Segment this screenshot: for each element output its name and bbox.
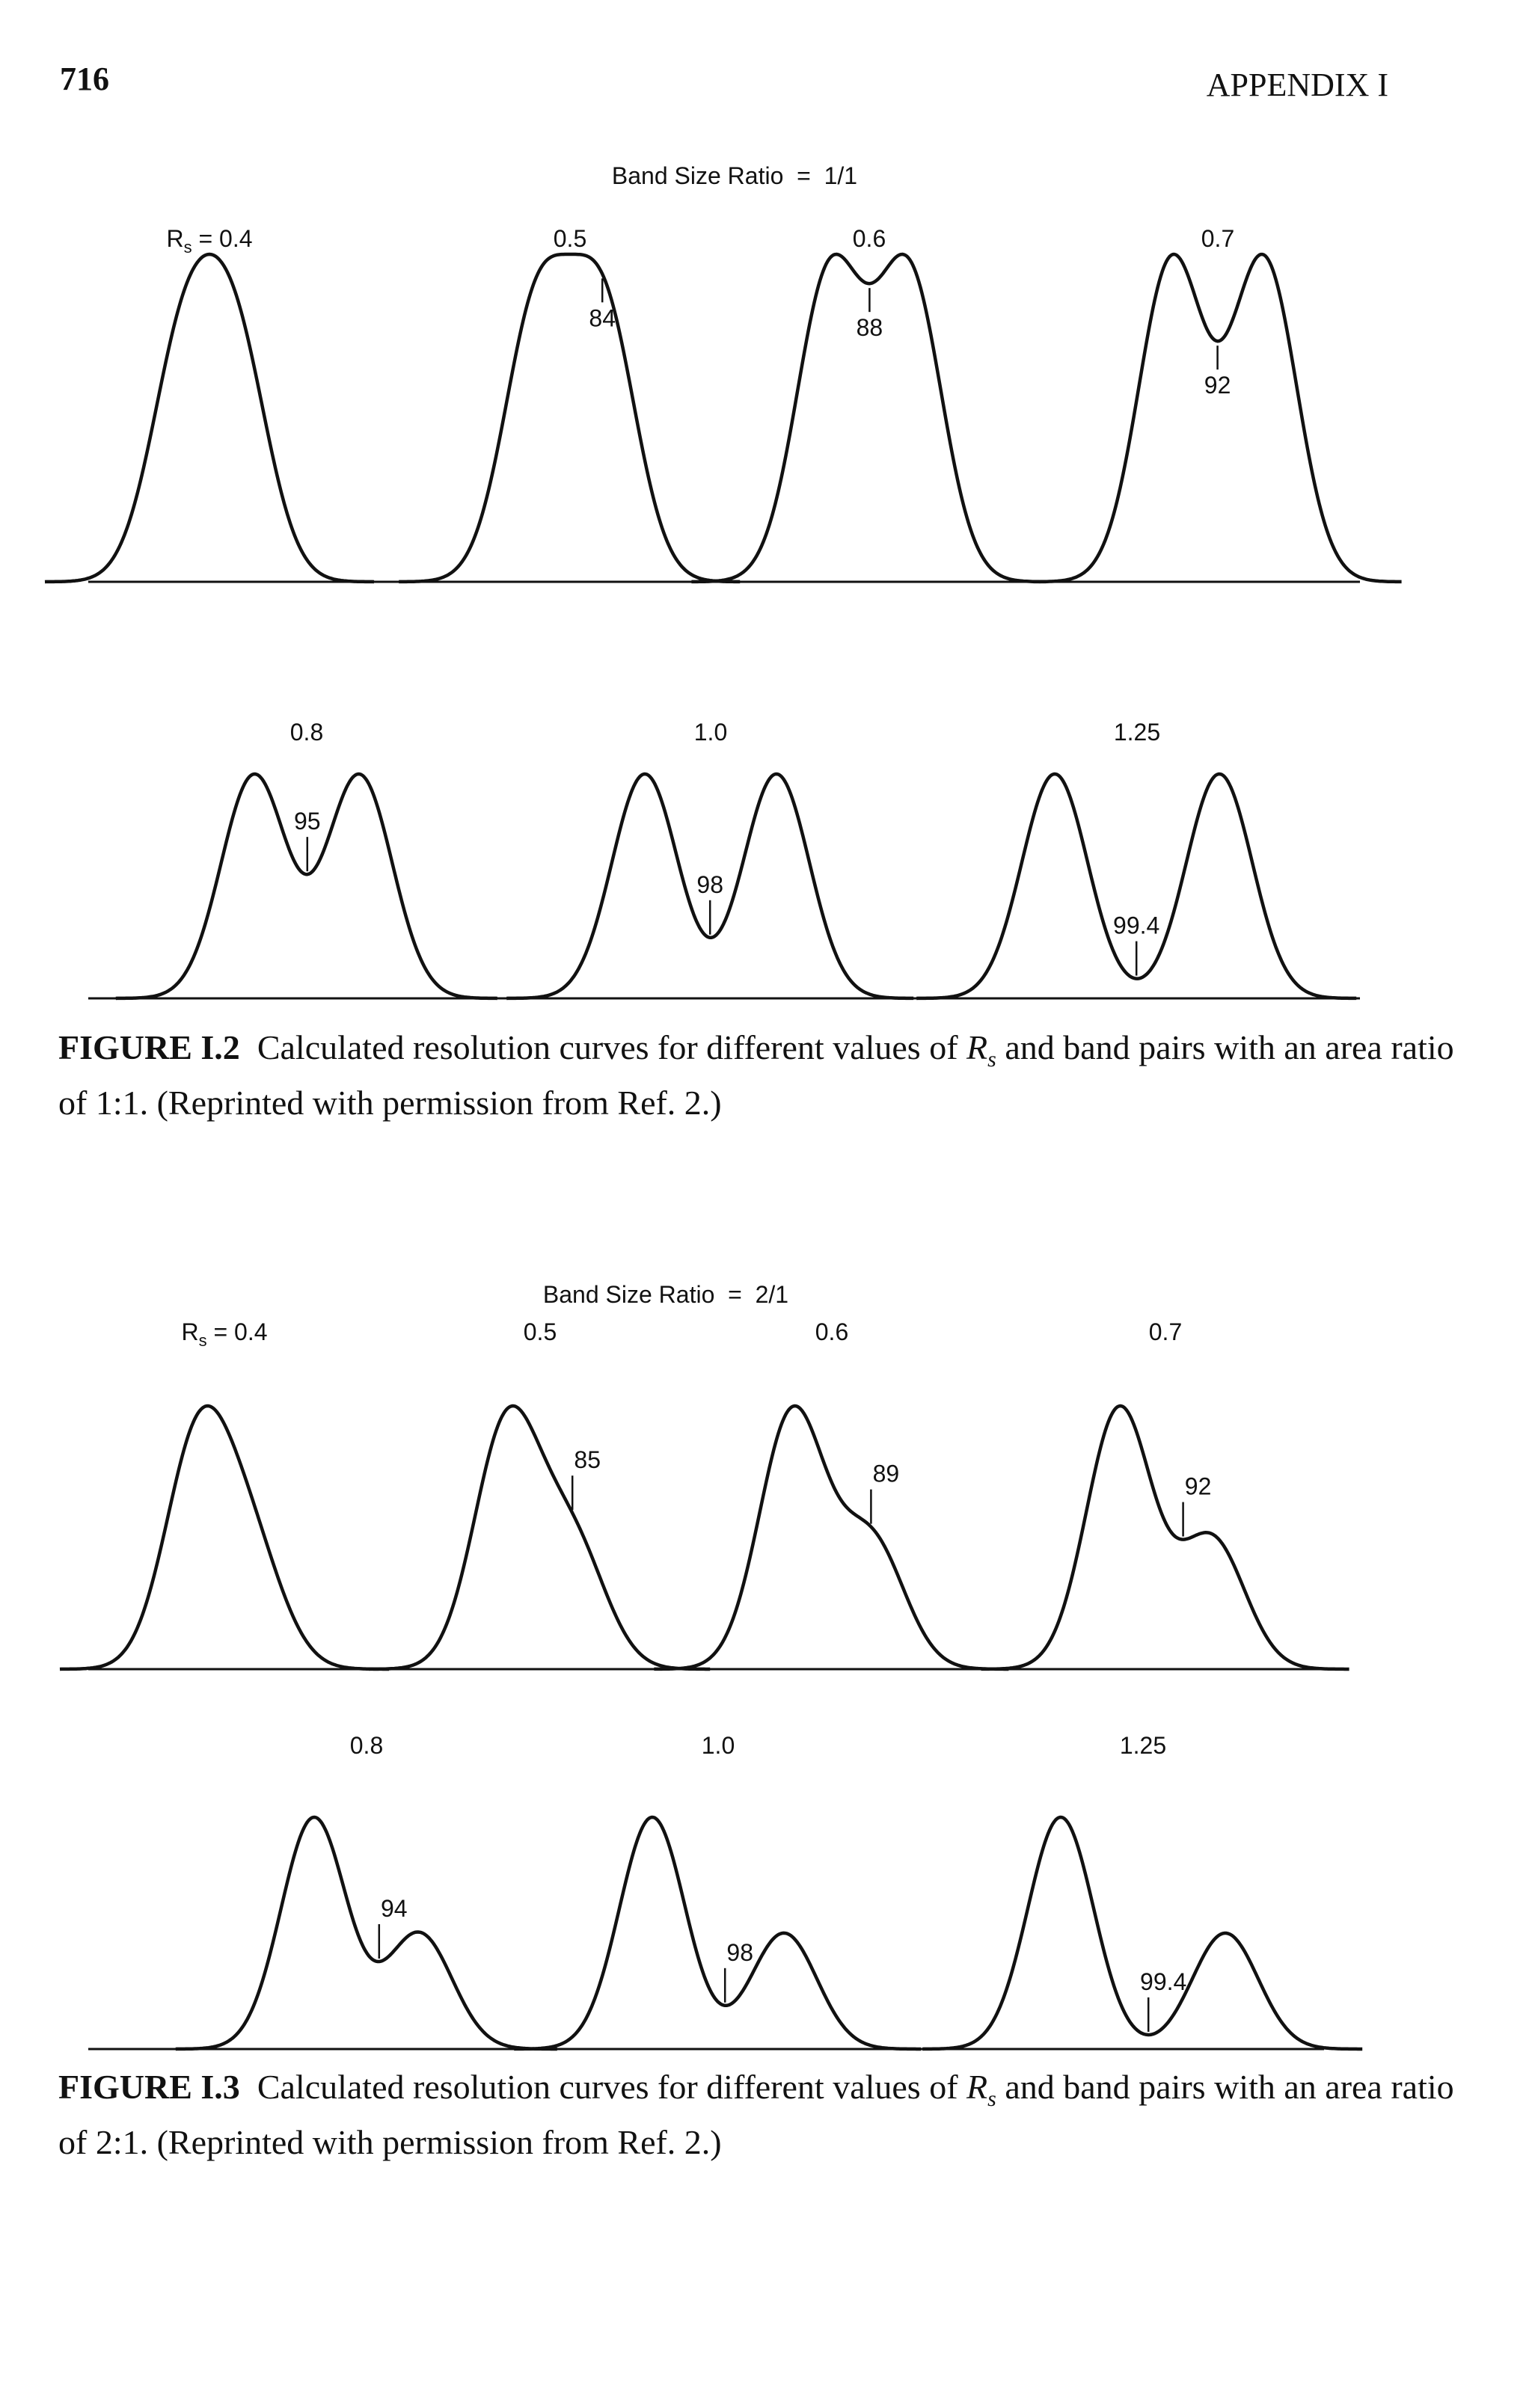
resolution-curve (654, 1404, 1009, 1671)
figure-2-caption-var: R (966, 2068, 988, 2106)
figure-2-label: FIGURE I.3 (58, 2068, 240, 2106)
resolution-curve (922, 1815, 1363, 2051)
resolution-curve (44, 252, 375, 584)
resolution-percent-label: 85 (574, 1446, 601, 1473)
rs-label: 0.7 (1201, 225, 1234, 252)
rs-label: Rs = 0.4 (166, 225, 252, 257)
resolution-curve (691, 252, 1047, 584)
rs-label: 1.25 (1114, 719, 1160, 746)
figure-2-caption: FIGURE I.3 Calculated resolution curves … (58, 2065, 1472, 2164)
resolution-percent-label: 94 (381, 1895, 408, 1922)
resolution-curve (115, 772, 498, 1001)
resolution-curve (506, 772, 914, 1001)
resolution-curve (398, 252, 741, 584)
figure-2-title: Band Size Ratio = 2/1 (543, 1281, 788, 1308)
figure-2-plot: Rs = 0.4 0.5 85 0.6 89 0.7 92 0.8 94 1.0 98 1.25 99.… (59, 1318, 1363, 2051)
page-number: 716 (60, 61, 109, 97)
rs-label: 0.6 (853, 225, 886, 252)
rs-label: 0.7 (1149, 1318, 1182, 1345)
figure-2-caption-var-sub: s (987, 2086, 996, 2112)
figure-1-label: FIGURE I.2 (58, 1028, 240, 1066)
resolution-percent-label: 99.4 (1140, 1968, 1186, 1995)
figure-1-title: Band Size Ratio = 1/1 (612, 162, 857, 189)
resolution-percent-label: 92 (1204, 372, 1231, 399)
resolution-percent-label: 84 (589, 304, 616, 331)
rs-label: 1.0 (702, 1732, 735, 1759)
figure-1-caption: FIGURE I.2 Calculated resolution curves … (58, 1026, 1472, 1125)
resolution-curve (368, 1404, 711, 1671)
rs-label: Rs = 0.4 (181, 1318, 267, 1350)
rs-label: 1.25 (1120, 1732, 1166, 1759)
running-header: APPENDIX I (1207, 67, 1388, 103)
resolution-percent-label: 98 (726, 1939, 753, 1966)
resolution-percent-label: 89 (873, 1461, 900, 1487)
resolution-percent-label: 88 (857, 314, 883, 341)
figure-2-caption-text-a: Calculated resolution curves for differe… (257, 2068, 967, 2106)
rs-label: 0.5 (554, 225, 586, 252)
resolution-percent-label: 99.4 (1113, 912, 1159, 939)
figure-2-caption-text-b: and band pairs with an area ratio of 2:1… (58, 2068, 1454, 2162)
rs-label: 0.6 (815, 1318, 848, 1345)
resolution-percent-label: 92 (1185, 1473, 1212, 1500)
resolution-percent-label: 98 (696, 871, 723, 898)
resolution-curve (1033, 252, 1402, 584)
rs-label: 0.5 (524, 1318, 557, 1345)
figure-1-caption-text-a: Calculated resolution curves for differe… (257, 1028, 967, 1066)
figure-1-caption-text-b: and band pairs with an area ratio of 1:1… (58, 1028, 1454, 1122)
figure-1-caption-var: R (966, 1028, 988, 1066)
rs-label: 0.8 (350, 1732, 383, 1759)
rs-label: 1.0 (694, 719, 727, 746)
resolution-curve (916, 772, 1357, 1001)
figure-1-caption-var-sub: s (987, 1047, 996, 1072)
resolution-curve (59, 1404, 390, 1671)
resolution-percent-label: 95 (294, 808, 321, 835)
rs-label: 0.8 (290, 719, 323, 746)
resolution-curve (513, 1815, 922, 2051)
resolution-curve (981, 1404, 1349, 1671)
figure-1-plot: Rs = 0.4 0.5 84 0.6 88 0.7 92 0.8 95 1.0 98 1.25 99.… (44, 225, 1402, 1001)
resolution-curve (175, 1815, 558, 2051)
